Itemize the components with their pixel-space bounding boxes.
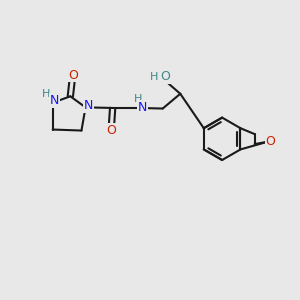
Text: O: O [68, 69, 78, 82]
Text: H: H [150, 72, 159, 82]
Text: H: H [42, 89, 50, 99]
Text: N: N [138, 101, 147, 114]
Text: O: O [160, 70, 170, 83]
Text: H: H [134, 94, 142, 104]
Text: O: O [266, 135, 275, 148]
Text: O: O [106, 124, 116, 137]
Text: N: N [84, 99, 93, 112]
Text: N: N [50, 94, 59, 107]
